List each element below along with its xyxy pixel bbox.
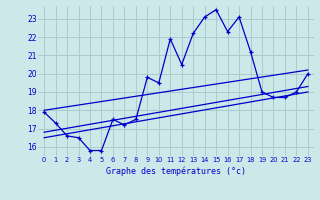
- X-axis label: Graphe des températures (°c): Graphe des températures (°c): [106, 166, 246, 176]
